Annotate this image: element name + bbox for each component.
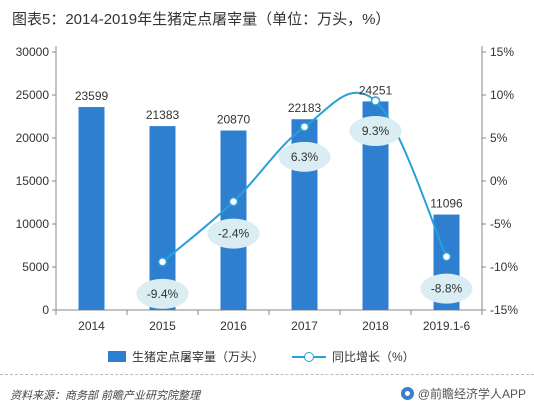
chart-plot: 0 5000 10000 15000 20000 25000 30000 -15% -10% -5… [16, 45, 519, 333]
growth-point [370, 96, 381, 106]
growth-label-bubble [207, 218, 260, 249]
y-right-tick-label: 0% [490, 174, 508, 188]
x-tick-label: 2019.1-6 [423, 319, 471, 333]
y-left-tick-label: 5000 [22, 260, 49, 274]
legend-bar-swatch [108, 351, 126, 362]
growth-point [228, 196, 239, 207]
brand-label: @前瞻经济学人APP [417, 387, 526, 401]
axes: 0 5000 10000 15000 20000 25000 30000 -15% -10% -5… [16, 45, 519, 333]
growth-value-label: -8.8% [431, 282, 463, 296]
y-right-tick-label: 5% [490, 131, 508, 145]
y-left-tick-label: 25000 [16, 88, 50, 102]
y-right-tick-label: 15% [490, 45, 514, 59]
bar-value-label: 21383 [146, 108, 180, 122]
y-left-tick-label: 20000 [16, 131, 50, 145]
legend-line-swatch [292, 350, 327, 364]
legend: 生猪定点屠宰量（万头） 同比增长（%） [108, 348, 443, 365]
chart-title: 图表5：2014-2019年生猪定点屠宰量（单位：万头，%） [12, 11, 391, 28]
growth-point [299, 122, 310, 132]
bar-value-label: 23599 [75, 89, 109, 103]
legend-bar-label: 生猪定点屠宰量（万头） [132, 350, 265, 364]
growth-label-bubble [136, 278, 189, 309]
bar-series [78, 101, 460, 310]
growth-label-bubble [278, 141, 331, 172]
x-tick-label: 2018 [362, 319, 389, 333]
bar-value-label: 11096 [430, 197, 463, 211]
y-right-tick-label: 10% [490, 88, 514, 102]
y-left-tick-label: 15000 [16, 174, 50, 188]
brand: @前瞻经济学人APP [400, 385, 526, 402]
bar-value-label: 24251 [359, 83, 393, 97]
growth-point [441, 251, 452, 262]
x-tick-label: 2017 [291, 319, 318, 333]
y-right-tick-label: -15% [490, 303, 518, 317]
legend-item-line[interactable]: 同比增长（%） [292, 348, 415, 365]
y-left-tick-label: 0 [42, 303, 49, 317]
growth-label-bubble [420, 273, 473, 304]
bar-value-label: 20870 [217, 113, 251, 127]
legend-item-bar[interactable]: 生猪定点屠宰量（万头） [108, 348, 264, 365]
source-note: 资料来源：商务部 前瞻产业研究院整理 [10, 390, 201, 402]
brand-logo-icon [400, 387, 414, 400]
y-right-tick-label: -10% [490, 260, 518, 274]
growth-value-label: 6.3% [291, 150, 319, 164]
growth-point [157, 257, 168, 267]
line-series [157, 91, 452, 267]
growth-label-bubble [349, 116, 402, 147]
growth-value-label: -9.4% [147, 287, 179, 301]
bar [78, 107, 105, 310]
growth-value-label: -2.4% [218, 227, 250, 241]
x-tick-label: 2016 [220, 319, 247, 333]
y-left-tick-label: 30000 [16, 45, 50, 59]
x-tick-label: 2014 [78, 319, 105, 333]
legend-line-label: 同比增长（%） [332, 350, 415, 364]
data-labels: 23599 21383 20870 22183 24251 11096 -9.4% -2.4%… [75, 83, 473, 309]
footer: 资料来源：商务部 前瞻产业研究院整理 @前瞻经济学人APP [0, 374, 534, 415]
bar-value-label: 22183 [288, 101, 322, 115]
growth-value-label: 9.3% [362, 124, 390, 138]
y-left-tick-label: 10000 [16, 217, 50, 231]
y-right-tick-label: -5% [490, 217, 512, 231]
growth-line [161, 91, 448, 263]
x-tick-label: 2015 [149, 319, 176, 333]
